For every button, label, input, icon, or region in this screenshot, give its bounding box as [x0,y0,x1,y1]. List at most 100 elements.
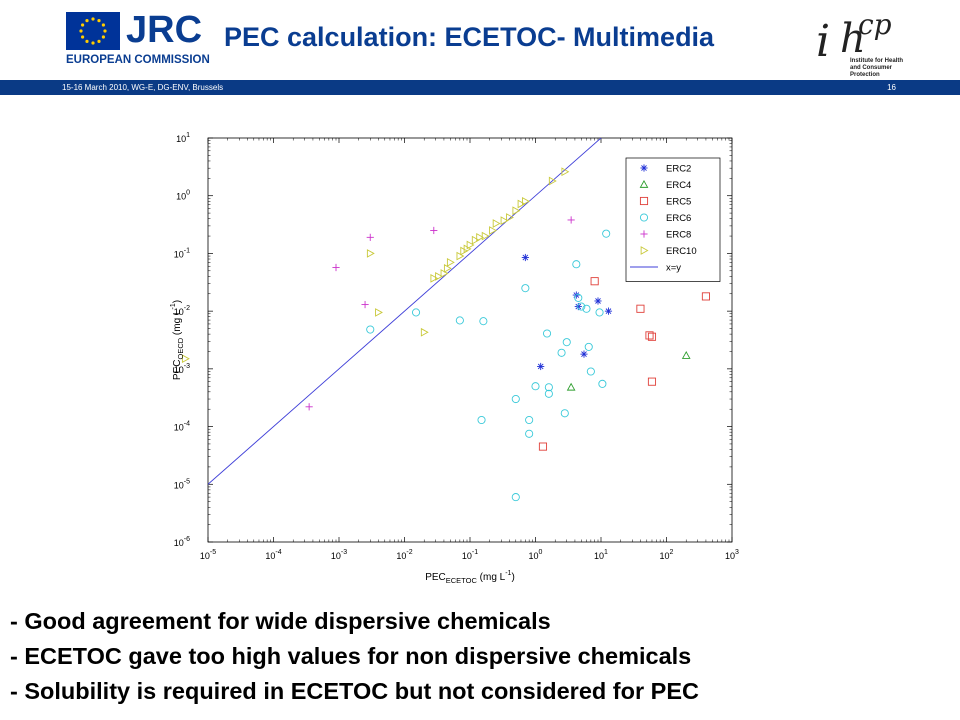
x-tick-label: 10-5 [200,549,216,561]
eu-flag-icon [66,12,120,50]
x-tick-label: 10-3 [331,549,347,561]
data-point-erc2 [580,350,588,358]
y-tick-label: 10-3 [174,363,190,375]
data-point-erc10 [481,231,490,241]
data-point-erc10 [456,251,465,261]
data-point-erc2 [594,297,602,305]
data-point-erc10 [420,327,429,337]
data-point-erc2 [521,253,529,262]
x-tick-label: 103 [725,549,739,561]
data-point-erc10 [500,216,509,225]
data-point-erc8 [332,263,340,272]
y-tick-label: 10-4 [174,421,190,433]
y-tick-label: 101 [176,132,190,144]
data-point-erc5 [647,332,657,341]
data-point-erc6 [562,338,571,347]
data-point-erc5 [647,377,657,386]
y-axis-label: PECOECD (mg L-1) [170,300,185,380]
data-point-erc6 [525,415,534,425]
data-point-erc10 [517,199,526,209]
data-point-erc6 [577,302,586,311]
data-point-erc4 [566,382,576,391]
x-axis-label: PECECETOC (mg L-1) [425,570,515,585]
data-point-erc5 [701,292,710,301]
slide-number: 16 [887,83,896,92]
legend-marker [640,164,648,172]
data-point-erc6 [595,308,604,317]
legend-marker [639,196,649,206]
data-point-erc6 [511,493,520,502]
data-point-erc10 [375,308,383,317]
data-point-erc6 [521,284,530,293]
y-tick-label: 10-6 [174,536,190,548]
data-point-erc4 [681,351,691,359]
legend-label: ERC2 [666,164,691,175]
data-point-erc10 [435,272,443,281]
y-tick-label: 100 [176,190,190,202]
data-point-erc10 [476,232,485,242]
slide-title: PEC calculation: ECETOC- Multimedia [224,22,715,52]
data-point-erc8 [366,233,374,241]
bullet-list: - Good agreement for wide dispersive che… [10,604,955,709]
data-point-erc6 [574,293,583,302]
x-tick-label: 10-1 [462,549,478,561]
data-point-erc10 [366,249,375,258]
data-point-erc10 [443,264,452,273]
data-point-erc6 [455,316,464,325]
event-info: 15-16 March 2010, WG-E, DG-ENV, Brussels [62,83,224,92]
data-point-erc10 [446,258,455,267]
legend-label: ERC6 [666,213,691,224]
x-tick-label: 102 [660,549,674,561]
x-tick-label: 101 [594,549,608,561]
y-tick-label: 10-5 [174,478,190,490]
identity-line [208,138,602,485]
data-point-erc10 [492,219,501,228]
data-point-erc10 [561,167,570,177]
legend-label: ERC8 [666,230,691,241]
slide-header: JRC EUROPEAN COMMISSION PEC calculation:… [0,0,960,80]
data-point-erc5 [538,442,548,451]
data-point-erc6 [511,394,520,404]
ihcp-logo: i h cp Institute for Health and Consumer P… [812,8,912,78]
data-point-erc10 [489,226,497,235]
x-tick-label: 10-4 [265,549,281,561]
data-point-erc6 [366,325,375,334]
legend-marker [640,246,649,255]
data-point-erc10 [466,240,475,250]
info-bar: 15-16 March 2010, WG-E, DG-ENV, Brussels… [0,80,960,95]
legend-label: ERC5 [666,197,691,208]
legend-marker [639,213,649,222]
data-point-erc10 [506,213,514,222]
data-point-erc6 [586,367,595,376]
data-point-erc6 [557,348,566,357]
data-point-erc2 [604,307,613,315]
data-point-erc6 [479,317,488,326]
data-point-erc5 [590,277,599,286]
data-point-erc8 [567,216,575,224]
data-point-erc8 [361,300,369,309]
data-point-erc10 [181,354,190,364]
data-point-erc6 [544,389,553,398]
data-point-erc10 [548,176,557,186]
data-point-erc6 [477,415,486,425]
data-point-erc10 [512,206,521,216]
bullet-item: - ECETOC gave too high values for non di… [10,643,692,669]
jrc-logo-text: JRC [126,9,203,51]
data-point-erc6 [542,329,552,338]
bullet-item: - Good agreement for wide dispersive che… [10,608,551,634]
y-tick-label: 10-1 [174,247,190,259]
chart-svg: 10-5 10-4 10-3 10-2 10-1 100 101 102 103 10-6 10-5… [160,100,760,592]
scatter-chart: 10-5 10-4 10-3 10-2 10-1 100 101 102 103 10-6 10-5… [160,100,760,592]
legend-marker [640,230,648,238]
jrc-logo: JRC EUROPEAN COMMISSION [66,8,210,70]
legend-marker [639,179,649,188]
data-point-erc8 [430,226,438,235]
data-point-erc6 [525,429,534,438]
legend-label: ERC10 [666,246,697,257]
institute-name: Institute for Health and Consumer Protec… [850,58,904,78]
data-point-erc6 [560,409,569,418]
data-point-erc10 [522,196,530,206]
data-point-erc5 [636,304,645,313]
x-tick-label: 10-2 [396,549,412,561]
y-tick-label: 10-2 [174,305,190,317]
